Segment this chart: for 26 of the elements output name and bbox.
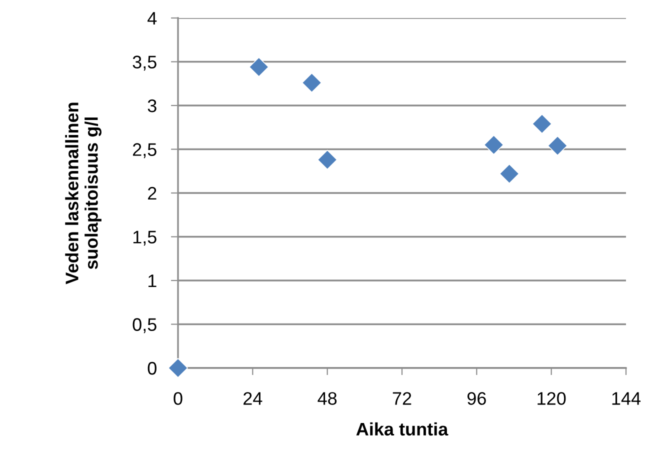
point [317, 150, 338, 170]
x-tick-label: 0 [174, 392, 182, 405]
y-tick-label: 2,5 [132, 143, 156, 158]
point [248, 57, 269, 77]
y-tick-label: 0,5 [132, 318, 156, 334]
y-tick-label: 3,5 [132, 56, 156, 71]
point [302, 72, 322, 93]
x-tick-label: 144 [612, 392, 641, 405]
y-tick-label: 4 [148, 12, 157, 25]
point [484, 134, 504, 155]
point [548, 136, 568, 156]
point [499, 164, 520, 184]
y-tick-label: 1 [148, 274, 156, 288]
x-tick-label: 120 [538, 392, 566, 405]
y-tick-label: 0 [148, 362, 156, 375]
point [168, 358, 188, 378]
x-axis-title: Aika tuntia [356, 422, 448, 436]
y-tick-label: 3 [148, 99, 156, 112]
x-tick-label: 96 [467, 392, 486, 405]
point [532, 114, 552, 134]
x-tick-label: 48 [318, 392, 337, 405]
x-tick-label: 24 [244, 392, 262, 405]
x-tick-label: 72 [392, 392, 412, 405]
y-tick-label: 1,5 [133, 230, 156, 246]
y-tick-label: 2 [148, 186, 156, 200]
y-axis-title: Veden laskennallinen suolapitoisuus g/l [65, 102, 102, 284]
